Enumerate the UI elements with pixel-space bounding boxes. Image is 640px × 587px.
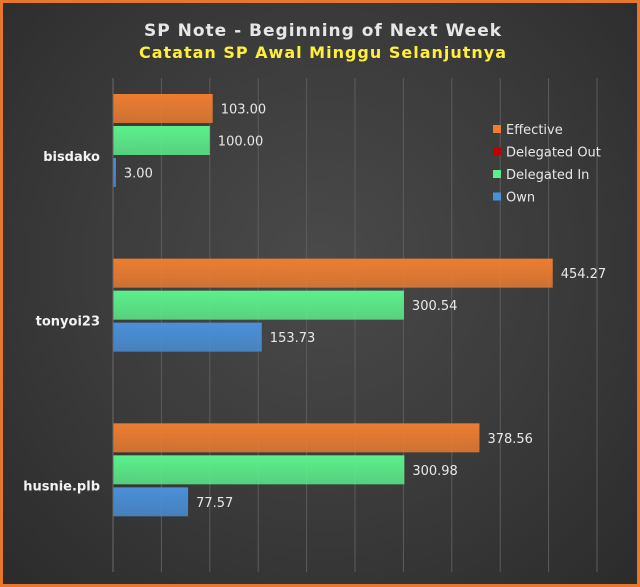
bar — [113, 322, 262, 352]
bar — [113, 290, 404, 320]
category-label: tonyoi23 — [36, 315, 100, 330]
legend-swatch — [493, 125, 501, 133]
legend-swatch — [493, 147, 501, 156]
category-label: bisdako — [43, 150, 100, 165]
legend-label: Delegated Out — [506, 146, 601, 161]
bar-value-label: 300.54 — [412, 299, 458, 314]
legend-swatch — [493, 192, 501, 201]
legend-label: Effective — [506, 123, 563, 138]
category-label: husnie.plb — [23, 479, 100, 494]
bar — [113, 258, 553, 288]
bar-value-label: 153.73 — [270, 331, 316, 346]
chart-title: SP Note - Beginning of Next Week — [143, 21, 503, 41]
bar — [113, 158, 116, 187]
bar-value-label: 103.00 — [221, 103, 266, 118]
bar — [113, 487, 189, 517]
bar-value-label: 100.00 — [218, 135, 263, 150]
bar-value-label: 378.56 — [487, 432, 532, 447]
bar-value-label: 454.27 — [561, 267, 607, 282]
bar — [113, 423, 480, 453]
bar — [113, 126, 210, 155]
legend-label: Own — [506, 191, 535, 206]
bar-value-label: 300.98 — [412, 464, 458, 479]
legend-label: Delegated In — [506, 168, 589, 183]
bar-value-label: 77.57 — [196, 496, 233, 511]
bar — [113, 455, 405, 485]
legend-swatch — [493, 170, 501, 178]
bar — [113, 94, 213, 123]
bar-value-label: 3.00 — [124, 167, 153, 182]
chart-subtitle: Catatan SP Awal Minggu Selanjutnya — [138, 43, 508, 62]
